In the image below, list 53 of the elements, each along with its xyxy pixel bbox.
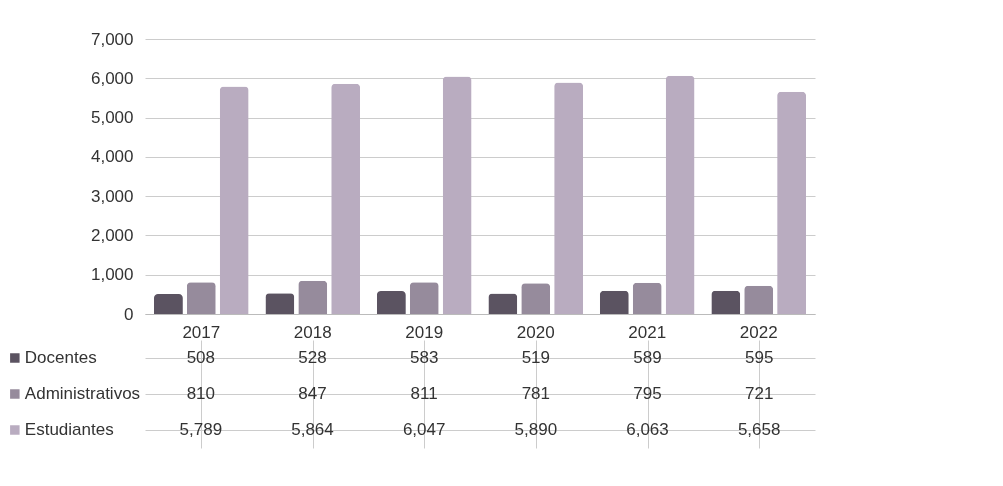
data-label: 5,789 [179,420,223,439]
bar [265,293,295,314]
bar [554,82,584,314]
data-label: 795 [633,384,662,403]
bar [599,290,629,314]
bar [442,76,472,314]
y-tick-label: 1,000 [90,265,134,285]
x-tick-label: 2021 [628,322,667,342]
y-tick-label: 0 [124,304,134,324]
bar [153,294,183,314]
data-label: 781 [521,384,551,403]
data-label: 811 [410,384,438,403]
x-tick-label: 2018 [293,322,332,342]
y-tick-label: 7,000 [90,29,134,49]
bar [777,91,807,314]
data-label: 589 [633,348,662,367]
data-label: 583 [409,348,439,367]
bar [409,282,439,314]
y-tick-label: 3,000 [90,186,134,206]
bar [331,83,361,314]
bar [376,291,406,314]
data-label: 595 [744,348,774,367]
bar [219,86,249,314]
y-tick-label: 5,000 [90,108,134,128]
data-label: 5,864 [291,420,334,439]
x-tick-label: 2019 [405,322,444,342]
bar [488,293,518,314]
y-tick-label: 2,000 [90,225,134,245]
legend-label: Estudiantes [24,420,114,439]
data-label: 5,890 [514,420,558,439]
bar [186,282,216,314]
data-label: 810 [186,384,216,403]
x-tick-label: 2022 [739,322,778,342]
bar [665,75,695,314]
legend-label: Docentes [24,348,97,367]
x-tick-label: 2020 [516,322,555,342]
data-label: 519 [521,348,551,367]
data-label: 847 [298,384,327,403]
bar [298,280,328,314]
bar [521,283,551,314]
x-tick-label: 2017 [182,322,221,342]
y-tick-label: 4,000 [90,147,134,167]
bar [711,290,741,314]
data-label: 508 [186,348,216,367]
y-tick-label: 6,000 [90,68,134,88]
data-label: 6,047 [402,420,446,439]
data-label: 6,063 [626,420,669,439]
data-label: 721 [744,384,774,403]
legend-label: Administrativos [24,384,141,403]
bar [744,285,774,314]
bar [632,282,662,314]
data-label: 5,658 [737,420,781,439]
data-label: 528 [298,348,327,367]
